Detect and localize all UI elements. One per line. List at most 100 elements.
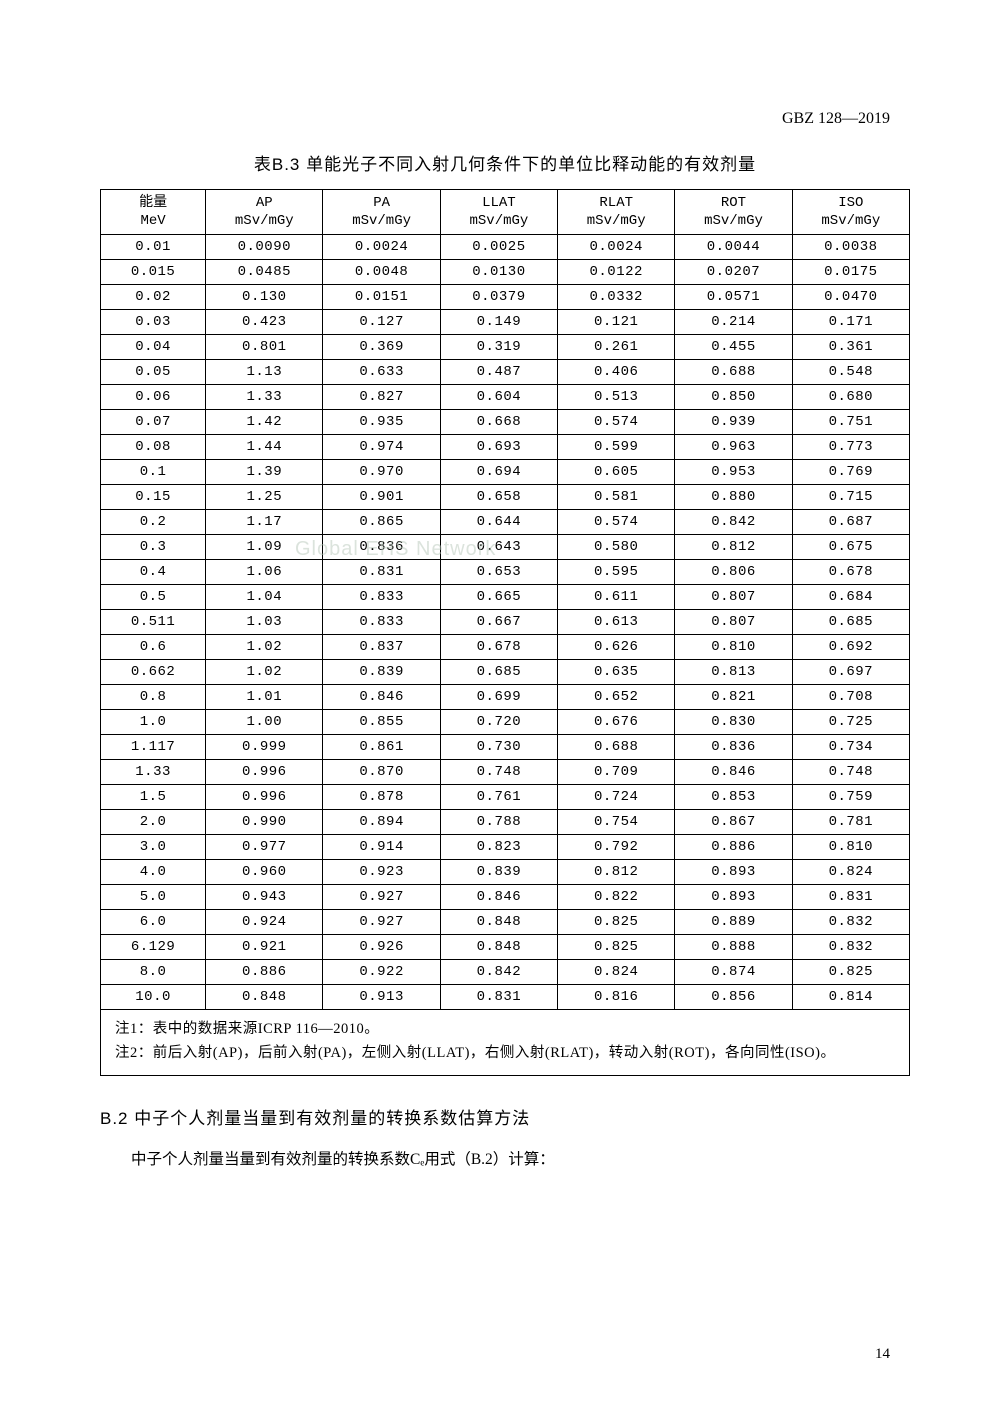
table-row: 1.01.000.8550.7200.6760.8300.725 xyxy=(101,710,910,735)
table-cell: 0.874 xyxy=(675,960,792,985)
table-cell: 0.870 xyxy=(323,760,440,785)
table-cell: 1.04 xyxy=(206,585,323,610)
table-cell: 0.848 xyxy=(206,985,323,1010)
table-cell: 0.668 xyxy=(440,410,557,435)
table-cell: 0.831 xyxy=(323,560,440,585)
table-cell: 0.822 xyxy=(558,885,675,910)
table-cell: 0.842 xyxy=(440,960,557,985)
table-cell: 0.699 xyxy=(440,685,557,710)
table-cell: 1.03 xyxy=(206,610,323,635)
table-cell: 0.692 xyxy=(792,635,909,660)
table-cell: 0.685 xyxy=(440,660,557,685)
table-header-cell: ISOmSv/mGy xyxy=(792,190,909,235)
table-cell: 0.830 xyxy=(675,710,792,735)
table-cell: 0.812 xyxy=(675,535,792,560)
table-cell: 0.171 xyxy=(792,310,909,335)
table-cell: 0.715 xyxy=(792,485,909,510)
table-cell: 0.665 xyxy=(440,585,557,610)
table-cell: 1.09 xyxy=(206,535,323,560)
table-row: 10.00.8480.9130.8310.8160.8560.814 xyxy=(101,985,910,1010)
table-cell: 0.0151 xyxy=(323,285,440,310)
table-cell: 0.574 xyxy=(558,410,675,435)
table-cell: 0.801 xyxy=(206,335,323,360)
table-cell: 0.0130 xyxy=(440,260,557,285)
table-cell: 0.6 xyxy=(101,635,206,660)
table-cell: 0.853 xyxy=(675,785,792,810)
table-cell: 0.0470 xyxy=(792,285,909,310)
table-cell: 0.848 xyxy=(440,910,557,935)
table-cell: 0.03 xyxy=(101,310,206,335)
table-cell: 0.861 xyxy=(323,735,440,760)
table-cell: 0.643 xyxy=(440,535,557,560)
table-row: 0.5111.030.8330.6670.6130.8070.685 xyxy=(101,610,910,635)
table-cell: 0.0038 xyxy=(792,235,909,260)
table-cell: 0.914 xyxy=(323,835,440,860)
table-cell: 0.613 xyxy=(558,610,675,635)
table-row: 0.071.420.9350.6680.5740.9390.751 xyxy=(101,410,910,435)
table-cell: 0.694 xyxy=(440,460,557,485)
table-row: 6.00.9240.9270.8480.8250.8890.832 xyxy=(101,910,910,935)
table-cell: 0.927 xyxy=(323,910,440,935)
table-cell: 0.127 xyxy=(323,310,440,335)
table-cell: 0.751 xyxy=(792,410,909,435)
table-row: 0.0150.04850.00480.01300.01220.02070.017… xyxy=(101,260,910,285)
table-cell: 0.261 xyxy=(558,335,675,360)
table-cell: 0.685 xyxy=(792,610,909,635)
table-cell: 0.831 xyxy=(440,985,557,1010)
table-cell: 0.0175 xyxy=(792,260,909,285)
table-cell: 0.894 xyxy=(323,810,440,835)
table-row: 1.330.9960.8700.7480.7090.8460.748 xyxy=(101,760,910,785)
table-cell: 0.730 xyxy=(440,735,557,760)
table-cell: 0.684 xyxy=(792,585,909,610)
table-header-cell: ROTmSv/mGy xyxy=(675,190,792,235)
document-id: GBZ 128—2019 xyxy=(782,110,890,128)
table-cell: 0.3 xyxy=(101,535,206,560)
table-cell: 0.788 xyxy=(440,810,557,835)
table-cell: 0.574 xyxy=(558,510,675,535)
table-cell: 8.0 xyxy=(101,960,206,985)
table-cell: 6.129 xyxy=(101,935,206,960)
table-cell: 0.886 xyxy=(206,960,323,985)
table-cell: 0.974 xyxy=(323,435,440,460)
table-cell: 1.25 xyxy=(206,485,323,510)
table-cell: 0.595 xyxy=(558,560,675,585)
table-cell: 0.839 xyxy=(440,860,557,885)
table-cell: 0.922 xyxy=(323,960,440,985)
table-cell: 0.893 xyxy=(675,860,792,885)
table-cell: 0.921 xyxy=(206,935,323,960)
table-cell: 0.611 xyxy=(558,585,675,610)
table-cell: 0.406 xyxy=(558,360,675,385)
table-cell: 0.724 xyxy=(558,785,675,810)
table-cell: 0.676 xyxy=(558,710,675,735)
table-row: 2.00.9900.8940.7880.7540.8670.781 xyxy=(101,810,910,835)
table-header-cell: RLATmSv/mGy xyxy=(558,190,675,235)
table-cell: 0.836 xyxy=(675,735,792,760)
table-cell: 0.878 xyxy=(323,785,440,810)
table-cell: 0.865 xyxy=(323,510,440,535)
table-cell: 0.913 xyxy=(323,985,440,1010)
table-cell: 0.833 xyxy=(323,585,440,610)
table-cell: 0.708 xyxy=(792,685,909,710)
table-row: 0.051.130.6330.4870.4060.6880.548 xyxy=(101,360,910,385)
table-cell: 0.709 xyxy=(558,760,675,785)
table-row: 0.081.440.9740.6930.5990.9630.773 xyxy=(101,435,910,460)
note-2: 注2：前后入射(AP)，后前入射(PA)，左侧入射(LLAT)，右侧入射(RLA… xyxy=(115,1042,895,1065)
table-cell: 0.814 xyxy=(792,985,909,1010)
table-cell: 0.15 xyxy=(101,485,206,510)
table-row: 0.51.040.8330.6650.6110.8070.684 xyxy=(101,585,910,610)
table-cell: 0.0571 xyxy=(675,285,792,310)
table-cell: 1.42 xyxy=(206,410,323,435)
table-cell: 0.812 xyxy=(558,860,675,885)
table-cell: 0.5 xyxy=(101,585,206,610)
table-cell: 1.00 xyxy=(206,710,323,735)
table-row: 0.61.020.8370.6780.6260.8100.692 xyxy=(101,635,910,660)
table-cell: 0.821 xyxy=(675,685,792,710)
table-cell: 1.17 xyxy=(206,510,323,535)
table-cell: 1.44 xyxy=(206,435,323,460)
table-cell: 0.680 xyxy=(792,385,909,410)
table-cell: 0.827 xyxy=(323,385,440,410)
table-cell: 0.548 xyxy=(792,360,909,385)
table-row: 0.21.170.8650.6440.5740.8420.687 xyxy=(101,510,910,535)
table-header-cell: APmSv/mGy xyxy=(206,190,323,235)
table-cell: 0.977 xyxy=(206,835,323,860)
